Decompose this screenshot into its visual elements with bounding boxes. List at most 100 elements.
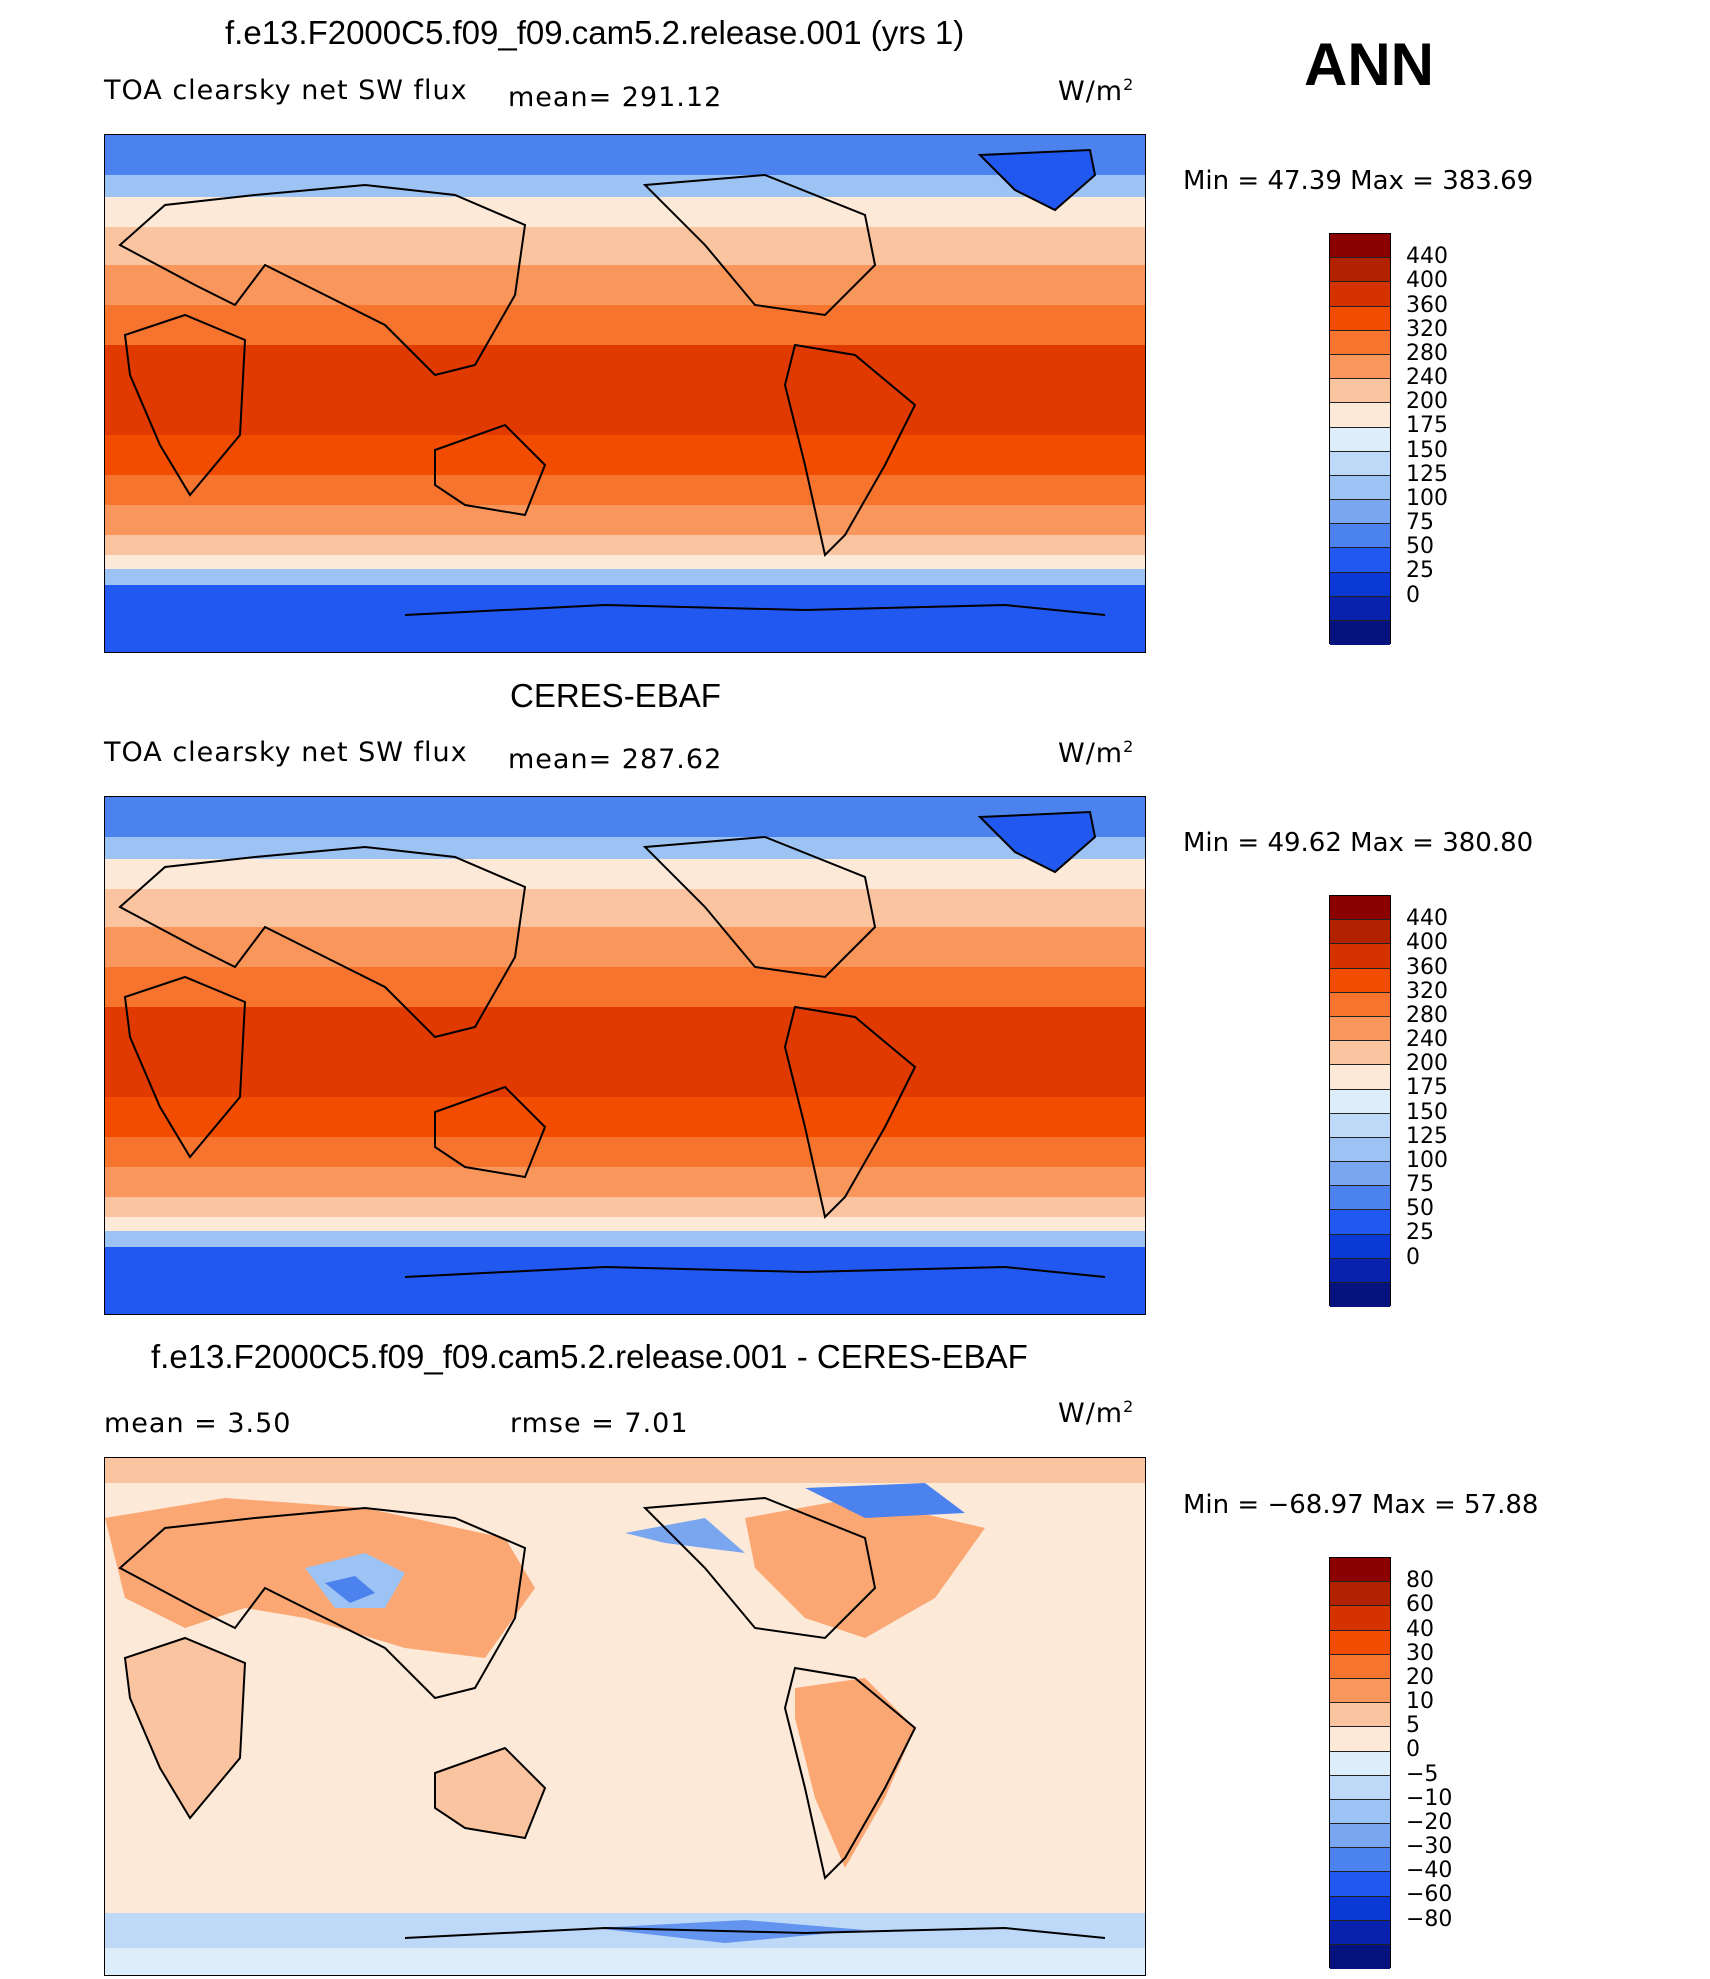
colorbar-tick-label: 440 — [1406, 244, 1448, 270]
colorbar-swatch — [1330, 282, 1390, 307]
colorbar-tick-label: −40 — [1406, 1858, 1453, 1884]
colorbar-swatch — [1330, 1137, 1390, 1163]
colorbar-tick-label: 75 — [1406, 510, 1434, 536]
panel2-map — [104, 796, 1146, 1315]
season-label: ANN — [1304, 31, 1434, 98]
colorbar-swatch — [1330, 968, 1390, 993]
colorbar-swatch — [1330, 1630, 1390, 1655]
colorbar-tick-label: 320 — [1406, 978, 1448, 1004]
panel3-rmse: rmse = 7.01 — [510, 1408, 689, 1439]
panel1-colorbar — [1329, 233, 1391, 646]
colorbar-swatch — [1330, 1606, 1390, 1631]
colorbar-swatch — [1330, 1678, 1390, 1704]
colorbar-swatch — [1330, 1186, 1390, 1211]
panel2-units: W/m2 — [1058, 737, 1135, 769]
colorbar-swatch — [1330, 1582, 1390, 1607]
colorbar-swatch — [1330, 1703, 1390, 1728]
colorbar-tick-label: 175 — [1406, 413, 1448, 439]
panel3-title: f.e13.F2000C5.f09_f09.cam5.2.release.001… — [151, 1338, 1028, 1375]
colorbar-tick-label: 320 — [1406, 316, 1448, 342]
colorbar-tick-label: 150 — [1406, 437, 1448, 463]
colorbar-swatch — [1330, 1848, 1390, 1873]
colorbar-tick-label: 440 — [1406, 906, 1448, 932]
colorbar-tick-label: 280 — [1406, 1002, 1448, 1028]
colorbar-tick-label: −10 — [1406, 1785, 1453, 1811]
colorbar-swatch — [1330, 1041, 1390, 1066]
panel1-mean: mean= 291.12 — [508, 82, 723, 113]
colorbar-swatch — [1330, 1065, 1390, 1090]
colorbar-swatch — [1330, 451, 1390, 476]
colorbar-tick-label: 20 — [1406, 1664, 1434, 1690]
colorbar-swatch — [1330, 1799, 1390, 1825]
colorbar-swatch — [1330, 1283, 1390, 1308]
colorbar-tick-label: 400 — [1406, 930, 1448, 956]
colorbar-swatch — [1330, 354, 1390, 380]
panel2-variable: TOA clearsky net SW flux — [104, 737, 468, 768]
colorbar-swatch — [1330, 992, 1390, 1017]
colorbar-swatch — [1330, 944, 1390, 969]
colorbar-tick-label: 150 — [1406, 1099, 1448, 1125]
colorbar-tick-label: −80 — [1406, 1906, 1453, 1932]
colorbar-tick-label: 25 — [1406, 1220, 1434, 1246]
colorbar-tick-label: 30 — [1406, 1640, 1434, 1666]
colorbar-tick-label: −5 — [1406, 1761, 1439, 1787]
colorbar-swatch — [1330, 1234, 1390, 1259]
colorbar-swatch — [1330, 1775, 1390, 1800]
colorbar-swatch — [1330, 1558, 1390, 1583]
colorbar-tick-label: −20 — [1406, 1809, 1453, 1835]
colorbar-swatch — [1330, 1751, 1390, 1776]
colorbar-tick-label: 0 — [1406, 1737, 1420, 1763]
colorbar-swatch — [1330, 1654, 1390, 1679]
colorbar-swatch — [1330, 475, 1390, 501]
colorbar-swatch — [1330, 524, 1390, 549]
colorbar-swatch — [1330, 1258, 1390, 1283]
colorbar-tick-label: 40 — [1406, 1616, 1434, 1642]
colorbar-swatch — [1330, 1896, 1390, 1921]
colorbar-tick-label: 50 — [1406, 534, 1434, 560]
colorbar-swatch — [1330, 379, 1390, 404]
panel2-mean: mean= 287.62 — [508, 744, 723, 775]
colorbar-tick-label: 360 — [1406, 292, 1448, 318]
colorbar-tick-label: 240 — [1406, 365, 1448, 391]
colorbar-tick-label: 80 — [1406, 1568, 1434, 1594]
colorbar-tick-label: −60 — [1406, 1882, 1453, 1908]
colorbar-tick-label: 100 — [1406, 485, 1448, 511]
panel3-map — [104, 1457, 1146, 1976]
colorbar-tick-label: 200 — [1406, 389, 1448, 415]
colorbar-tick-label: 400 — [1406, 268, 1448, 294]
colorbar-tick-label: −30 — [1406, 1834, 1453, 1860]
colorbar-swatch — [1330, 1920, 1390, 1945]
panel2-minmax: Min = 49.62 Max = 380.80 — [1183, 828, 1534, 858]
panel3-mean: mean = 3.50 — [104, 1408, 292, 1439]
panel1-units: W/m2 — [1058, 75, 1135, 107]
colorbar-tick-label: 0 — [1406, 582, 1420, 608]
colorbar-swatch — [1330, 1872, 1390, 1897]
colorbar-swatch — [1330, 920, 1390, 945]
panel3-colorbar — [1329, 1557, 1391, 1970]
panel1-title: f.e13.F2000C5.f09_f09.cam5.2.release.001… — [225, 14, 965, 51]
colorbar-swatch — [1330, 1113, 1390, 1138]
panel3-units: W/m2 — [1058, 1397, 1135, 1429]
colorbar-tick-label: 5 — [1406, 1713, 1420, 1739]
colorbar-tick-label: 125 — [1406, 1123, 1448, 1149]
colorbar-swatch — [1330, 1210, 1390, 1235]
colorbar-tick-label: 75 — [1406, 1172, 1434, 1198]
colorbar-tick-label: 100 — [1406, 1147, 1448, 1173]
colorbar-swatch — [1330, 572, 1390, 597]
colorbar-swatch — [1330, 1016, 1390, 1042]
colorbar-tick-label: 10 — [1406, 1689, 1434, 1715]
colorbar-swatch — [1330, 596, 1390, 621]
colorbar-tick-label: 50 — [1406, 1196, 1434, 1222]
colorbar-swatch — [1330, 306, 1390, 331]
colorbar-swatch — [1330, 1162, 1390, 1187]
colorbar-swatch — [1330, 1945, 1390, 1970]
colorbar-tick-label: 240 — [1406, 1027, 1448, 1053]
colorbar-swatch — [1330, 427, 1390, 452]
colorbar-swatch — [1330, 403, 1390, 428]
colorbar-tick-label: 25 — [1406, 558, 1434, 584]
colorbar-swatch — [1330, 500, 1390, 525]
panel2-map-svg — [105, 797, 1145, 1314]
panel1-variable: TOA clearsky net SW flux — [104, 75, 468, 106]
panel2-colorbar — [1329, 895, 1391, 1308]
panel1-minmax: Min = 47.39 Max = 383.69 — [1183, 166, 1534, 196]
